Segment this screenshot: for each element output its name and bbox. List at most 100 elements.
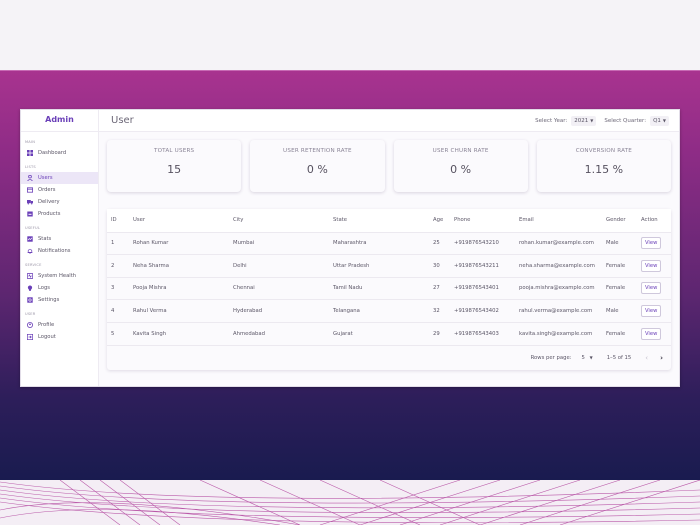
col-gender[interactable]: Gender (602, 209, 637, 232)
decorative-line-pattern (0, 480, 700, 525)
sidebar-item-stats[interactable]: Stats (21, 233, 98, 245)
cell-age: 30 (429, 254, 450, 277)
table-row[interactable]: 5 Kavita Singh Ahmedabad Gujarat 29 +919… (107, 321, 671, 345)
cell-gender: Male (602, 231, 637, 255)
sidebar-item-label: Profile (38, 322, 55, 328)
users-table: ID User City State Age Phone Email Gende… (107, 209, 671, 345)
cell-user: Rohan Kumar (129, 231, 229, 255)
table-row[interactable]: 2 Neha Sharma Delhi Uttar Pradesh 30 +91… (107, 254, 671, 277)
settings-icon (27, 297, 33, 303)
section-label-user: USER (25, 312, 36, 316)
year-label: Select Year: (535, 117, 568, 124)
cell-age: 27 (429, 276, 450, 300)
sidebar-item-logs[interactable]: Logs (21, 282, 98, 294)
table-row[interactable]: 3 Pooja Mishra Chennai Tamil Nadu 27 +91… (107, 276, 671, 300)
sidebar-item-system-health[interactable]: System Health (21, 270, 98, 282)
stat-card-churn-rate: USER CHURN RATE 0 % (393, 140, 528, 192)
stat-value: 1.15 % (584, 163, 624, 176)
cell-state: Telangana (329, 299, 429, 322)
cell-id: 5 (107, 321, 129, 345)
prev-page-button[interactable]: ‹ (645, 353, 649, 362)
quarter-label: Select Quarter: (604, 117, 647, 124)
sidebar-item-logout[interactable]: Logout (21, 331, 98, 343)
cell-city: Hyderabad (229, 299, 329, 322)
view-button[interactable]: View (641, 282, 662, 295)
quarter-select[interactable]: Q1 ▼ (650, 115, 669, 126)
sidebar-item-settings[interactable]: Settings (21, 294, 98, 306)
cell-age: 32 (429, 299, 450, 322)
cell-phone: +919876543211 (450, 254, 515, 277)
cell-action: View (637, 321, 671, 345)
cell-age: 25 (429, 231, 450, 255)
cell-city: Ahmedabad (229, 321, 329, 345)
brand-logo[interactable]: Admin (21, 110, 98, 132)
col-id[interactable]: ID (107, 209, 129, 232)
period-filters: Select Year: 2021 ▼ Select Quarter: Q1 ▼ (535, 115, 669, 126)
cell-gender: Female (602, 321, 637, 345)
stat-value: 0 % (306, 163, 328, 176)
view-button[interactable]: View (641, 327, 662, 340)
stat-value: 15 (167, 163, 182, 176)
cell-user: Pooja Mishra (129, 276, 229, 300)
health-icon (27, 273, 33, 279)
stats-icon (27, 236, 33, 242)
sidebar-item-label: Dashboard (38, 150, 67, 156)
view-button[interactable]: View (641, 259, 662, 272)
cell-phone: +919876543401 (450, 276, 515, 300)
sidebar-item-products[interactable]: Products (21, 208, 98, 220)
sidebar-item-dashboard[interactable]: Dashboard (21, 147, 98, 159)
sidebar-item-profile[interactable]: Profile (21, 319, 98, 331)
cell-gender: Male (602, 299, 637, 322)
sidebar: Admin MAIN Dashboard LISTS Users Orders … (21, 110, 99, 386)
top-bar: User Select Year: 2021 ▼ Select Quarter:… (99, 110, 679, 132)
sidebar-item-orders[interactable]: Orders (21, 184, 98, 196)
cell-state: Tamil Nadu (329, 276, 429, 300)
cell-city: Chennai (229, 276, 329, 300)
stat-title: TOTAL USERS (153, 148, 195, 154)
users-table-container: ID User City State Age Phone Email Gende… (107, 209, 671, 370)
sidebar-item-delivery[interactable]: Delivery (21, 196, 98, 208)
cell-city: Mumbai (229, 231, 329, 255)
cell-state: Gujarat (329, 321, 429, 345)
cell-id: 1 (107, 231, 129, 255)
cell-action: View (637, 276, 671, 300)
section-label-service: SERVICE (25, 263, 42, 267)
stat-card-total-users: TOTAL USERS 15 (107, 140, 242, 192)
cell-email: pooja.mishra@example.com (515, 276, 602, 300)
stat-card-retention-rate: USER RETENTION RATE 0 % (250, 140, 385, 192)
table-header-row: ID User City State Age Phone Email Gende… (107, 209, 671, 232)
truck-icon (27, 199, 33, 205)
dashboard-icon (27, 150, 33, 156)
view-button[interactable]: View (641, 237, 662, 250)
year-select[interactable]: 2021 ▼ (571, 115, 597, 126)
col-email[interactable]: Email (515, 209, 602, 232)
admin-window: Admin MAIN Dashboard LISTS Users Orders … (20, 109, 680, 387)
cell-action: View (637, 231, 671, 255)
col-user[interactable]: User (129, 209, 229, 232)
sidebar-item-label: Logout (38, 334, 56, 340)
sidebar-item-label: Logs (38, 285, 50, 291)
user-icon (27, 175, 33, 181)
section-label-lists: LISTS (25, 165, 36, 169)
col-phone[interactable]: Phone (450, 209, 515, 232)
table-row[interactable]: 1 Rohan Kumar Mumbai Maharashtra 25 +919… (107, 231, 671, 255)
section-label-main: MAIN (25, 140, 36, 144)
sidebar-item-label: Orders (38, 187, 56, 193)
stat-card-conversion-rate: CONVERSION RATE 1.15 % (536, 140, 671, 192)
cell-email: rahul.verma@example.com (515, 299, 602, 322)
cell-gender: Female (602, 276, 637, 300)
view-button[interactable]: View (641, 304, 662, 317)
cell-phone: +919876543403 (450, 321, 515, 345)
logout-icon (27, 334, 33, 340)
rows-per-page-select[interactable]: 5 ▼ (582, 355, 593, 361)
next-page-button[interactable]: › (660, 353, 663, 362)
cell-id: 3 (107, 276, 129, 300)
cell-phone: +919876543402 (450, 299, 515, 322)
col-city[interactable]: City (229, 209, 329, 232)
sidebar-item-notifications[interactable]: Notifications (21, 245, 98, 257)
cell-email: rohan.kumar@example.com (515, 231, 602, 255)
col-age[interactable]: Age (429, 209, 450, 232)
sidebar-item-users[interactable]: Users (21, 172, 98, 184)
col-state[interactable]: State (329, 209, 429, 232)
table-row[interactable]: 4 Rahul Verma Hyderabad Telangana 32 +91… (107, 299, 671, 322)
